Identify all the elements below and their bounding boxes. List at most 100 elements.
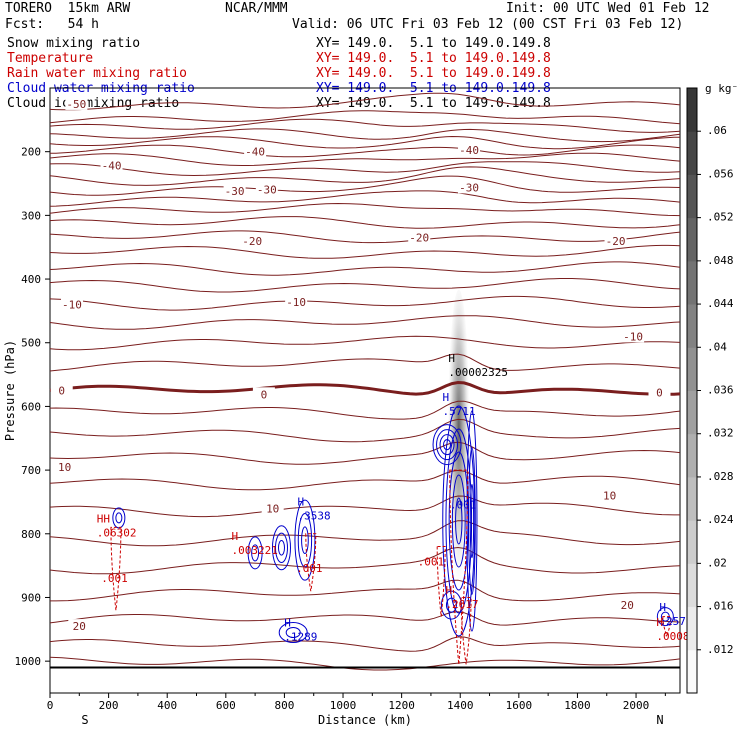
contour-value-label: .001 xyxy=(101,572,128,585)
colorbar-swatch xyxy=(687,260,697,305)
colorbar-tick-label: .028 xyxy=(707,470,734,483)
label-background xyxy=(60,297,83,311)
cloud-water-contour xyxy=(112,507,126,529)
maximum-marker: H xyxy=(443,391,450,404)
legend-rain-xy: XY= 149.0. 5.1 to 149.0.149.8 xyxy=(316,66,551,81)
x-tick-label: 1400 xyxy=(447,699,474,712)
x-tick-label: 1600 xyxy=(506,699,533,712)
south-end-label: S xyxy=(81,713,88,727)
temperature-label: -30 xyxy=(225,185,245,198)
isotherm-line xyxy=(49,92,681,111)
center-title: NCAR/MMM xyxy=(225,1,288,16)
isotherm-line xyxy=(49,520,681,547)
cloud-water-contour xyxy=(451,474,466,568)
colorbar-tick-label: .048 xyxy=(707,254,734,267)
isotherm-line xyxy=(49,190,681,207)
legend-temperature: Temperature xyxy=(7,51,94,66)
x-tick-label: 1800 xyxy=(564,699,591,712)
isotherm-line xyxy=(49,202,681,217)
isotherm-line xyxy=(49,335,681,351)
cloud-water-contour xyxy=(445,597,457,613)
colorbar-swatch xyxy=(687,433,697,478)
label-background xyxy=(408,230,431,244)
colorbar-swatch xyxy=(687,476,697,521)
colorbar-tick-label: .044 xyxy=(707,297,734,310)
legend-snow: Snow mixing ratio xyxy=(7,36,141,51)
cloud-water-contour xyxy=(271,525,291,571)
isotherm-line xyxy=(49,152,681,166)
label-background xyxy=(68,619,91,633)
maximum-marker: H xyxy=(659,601,666,614)
contour-value-label: .001 xyxy=(418,556,445,569)
colorbar-swatch xyxy=(687,304,697,348)
rain-contour xyxy=(110,526,122,611)
legend-rain: Rain water mixing ratio xyxy=(7,66,188,81)
rain-contour xyxy=(436,546,446,617)
x-tick-label: 200 xyxy=(99,699,119,712)
isotherm-line xyxy=(49,495,680,518)
temperature-label: -20 xyxy=(409,232,429,245)
colorbar-tick-label: .056 xyxy=(707,167,734,180)
isotherm-line xyxy=(49,261,681,276)
rain-contour xyxy=(305,533,317,592)
cloud-water-contour xyxy=(469,483,475,559)
label-background xyxy=(598,488,621,502)
y-tick-label: 200 xyxy=(21,146,41,159)
label-background xyxy=(100,158,123,172)
temperature-label: 0 xyxy=(261,388,268,401)
x-tick-label: 400 xyxy=(157,699,177,712)
cloud-water-contour xyxy=(436,429,459,461)
legend-temperature-xy: XY= 149.0. 5.1 to 149.0.149.8 xyxy=(316,51,551,66)
x-tick-label: 800 xyxy=(274,699,294,712)
temperature-label: 20 xyxy=(73,620,86,633)
maximum-value-label: .3538 xyxy=(297,509,330,522)
isotherm-line xyxy=(49,295,681,311)
y-tick-label: 700 xyxy=(21,464,41,477)
maximum-value-label: .5711 xyxy=(443,405,476,418)
temperature-label: -30 xyxy=(257,183,277,196)
temperature-label: 10 xyxy=(603,490,616,503)
contour-value-label: .001 xyxy=(296,562,323,575)
isotherm-line xyxy=(49,161,681,177)
isotherm-line xyxy=(49,469,681,491)
y-tick-label: 400 xyxy=(21,273,41,286)
temperature-label: 10 xyxy=(266,502,279,515)
label-background xyxy=(616,598,639,612)
temperature-label: 0 xyxy=(656,386,663,399)
cloud-water-contour xyxy=(277,539,285,556)
label-background xyxy=(53,459,76,473)
isotherm-line xyxy=(49,166,681,186)
colorbar-tick-label: .04 xyxy=(707,340,727,353)
label-background xyxy=(622,329,645,343)
colorbar-tick-label: .012 xyxy=(707,643,734,656)
colorbar-swatch xyxy=(687,347,697,391)
isotherm-line xyxy=(49,441,681,465)
maximum-value-label: .06302 xyxy=(97,527,137,540)
rain-contour xyxy=(449,469,469,665)
label-background xyxy=(648,385,671,399)
temperature-label: -40 xyxy=(245,146,265,159)
cloud-water-contour xyxy=(432,424,462,466)
colorbar-tick-label: .02 xyxy=(707,556,727,569)
cloud-water-contour xyxy=(274,532,288,563)
north-end-label: N xyxy=(656,713,663,727)
maximum-value-label: .00080 xyxy=(656,630,696,643)
cloud-water-contour xyxy=(294,499,316,581)
colorbar-tick-label: .032 xyxy=(707,427,734,440)
temperature-label: 20 xyxy=(621,599,634,612)
cloud-water-contour xyxy=(251,544,260,562)
temperature-label: 0 xyxy=(58,385,65,398)
isotherm-line xyxy=(50,579,681,602)
y-axis-label: Pressure (hPa) xyxy=(3,340,17,441)
isotherm-line xyxy=(49,278,681,293)
temperature-label: -10 xyxy=(62,299,82,312)
isotherm-line xyxy=(49,175,681,196)
label-background xyxy=(458,180,481,194)
label-background xyxy=(261,501,284,515)
label-background xyxy=(252,387,275,401)
colorbar-swatch xyxy=(687,520,697,564)
x-tick-label: 0 xyxy=(47,699,54,712)
colorbar-swatch xyxy=(687,174,697,219)
label-background xyxy=(65,96,88,110)
